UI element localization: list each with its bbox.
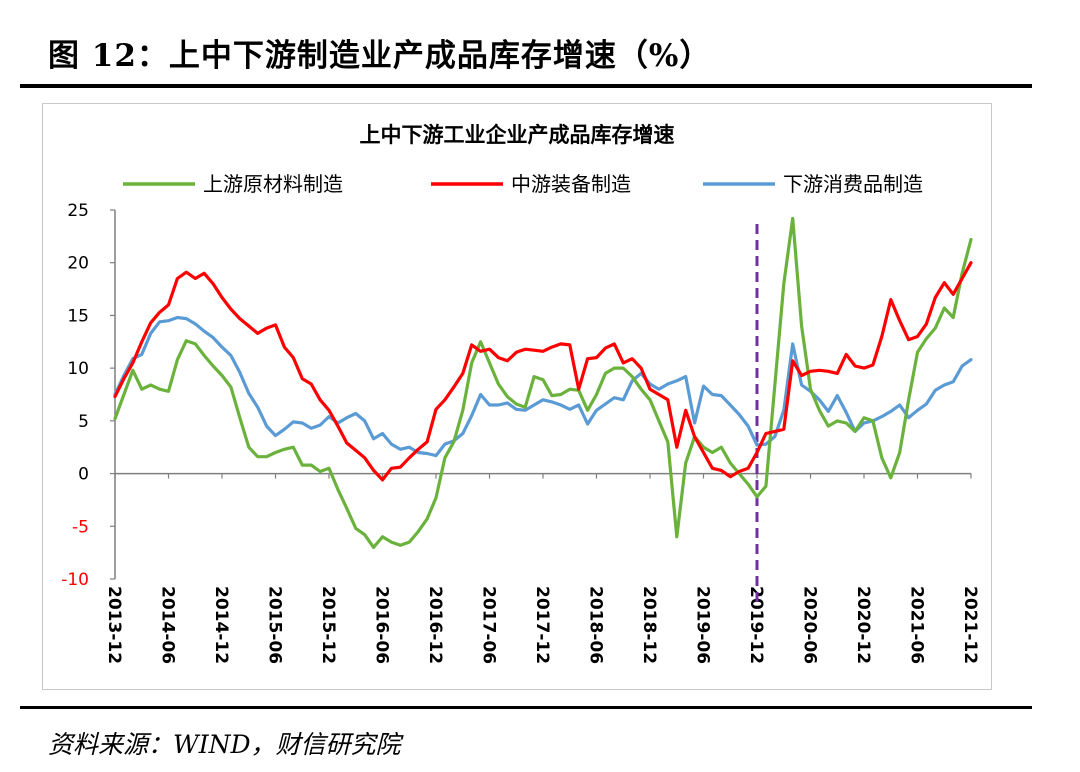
x-tick-label: 2014-06 [158, 586, 178, 664]
x-tick-label: 2021-06 [907, 586, 927, 664]
x-tick-label: 2015-06 [265, 586, 285, 664]
y-tick-label: -5 [72, 517, 89, 537]
source-note: 资料来源：WIND，财信研究院 [48, 730, 401, 759]
series-line-2 [113, 261, 973, 482]
x-tick-label: 2013-12 [104, 586, 124, 664]
x-tick-label: 2017-12 [532, 586, 552, 664]
y-tick-label: 0 [78, 465, 89, 485]
x-tick-label: 2021-12 [960, 586, 980, 664]
y-tick-label: -10 [61, 570, 89, 590]
x-tick-label: 2019-06 [693, 586, 713, 664]
y-tick-label: 5 [78, 412, 89, 432]
bottom-rule [20, 706, 1032, 709]
x-tick-label: 2017-06 [479, 586, 499, 664]
x-tick-label: 2020-12 [853, 586, 873, 664]
x-axis: 2013-12 2014-06 2014-12 2015-06 2015-12 2016-… [104, 472, 980, 664]
plot-area [113, 216, 973, 549]
line-chart: 上中下游工业企业产成品库存增速 上游原材料制造 中游装备制造 下游消费品制造 252… [61, 123, 980, 664]
x-tick-label: 2018-12 [639, 586, 659, 664]
figure-title: 图 12：上中下游制造业产成品库存增速（%） [48, 38, 712, 74]
x-tick-label: 2016-12 [425, 586, 445, 664]
y-tick-label: 20 [67, 254, 89, 274]
top-rule [20, 84, 1032, 88]
chart-panel: 上中下游工业企业产成品库存增速 上游原材料制造 中游装备制造 下游消费品制造 25 2… [42, 103, 992, 690]
x-tick-label: 2015-12 [318, 586, 338, 664]
legend-label: 中游装备制造 [511, 172, 631, 196]
legend-label: 下游消费品制造 [783, 172, 923, 196]
legend: 上游原材料制造 中游装备制造 下游消费品制造 [123, 172, 923, 196]
y-axis: 25 20 15 10 5 0 -5 -10 [61, 201, 116, 590]
series-line-1 [113, 216, 973, 549]
y-tick-label: 10 [67, 359, 89, 379]
x-tick-label: 2018-06 [586, 586, 606, 664]
x-tick-label: 2019-12 [746, 586, 766, 664]
legend-label: 上游原材料制造 [203, 172, 343, 196]
chart-title: 上中下游工业企业产成品库存增速 [360, 123, 675, 147]
y-tick-label: 25 [67, 201, 89, 221]
x-tick-label: 2014-12 [211, 586, 231, 664]
series-line-3 [113, 315, 973, 458]
x-tick-label: 2020-06 [800, 586, 820, 664]
y-tick-label: 15 [67, 306, 89, 326]
x-tick-label: 2016-06 [372, 586, 392, 664]
